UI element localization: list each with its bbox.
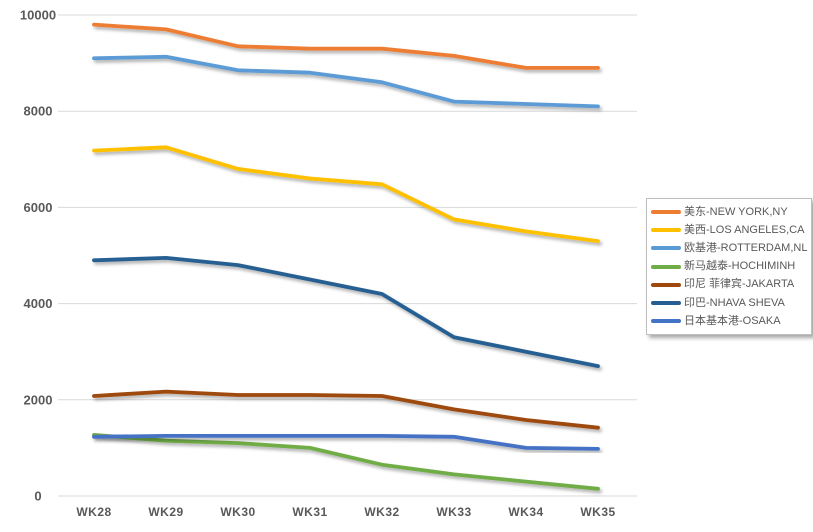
legend-line-swatch: [651, 282, 681, 287]
y-tick-label: 4000: [24, 296, 53, 311]
x-category-label: WK33: [436, 505, 471, 519]
legend-label: 印尼 菲律宾-JAKARTA: [684, 278, 795, 291]
legend-line-swatch: [651, 228, 681, 233]
legend-line-swatch: [651, 264, 681, 269]
series-line: [92, 432, 600, 491]
legend: 美东-NEW YORK,NY 美西-LOS ANGELES,CA 欧基港-ROTTE…: [646, 198, 812, 336]
legend-line-swatch: [651, 210, 681, 215]
legend-item: 日本基本港-OSAKA: [651, 312, 806, 330]
legend-line-swatch: [651, 246, 681, 251]
legend-item: 印尼 菲律宾-JAKARTA: [651, 276, 806, 294]
legend-label: 美东-NEW YORK,NY: [684, 205, 788, 218]
legend-item: 美东-NEW YORK,NY: [651, 203, 806, 221]
y-tick-label: 2000: [24, 392, 53, 407]
x-category-label: WK28: [76, 505, 111, 519]
legend-label: 印巴-NHAVA SHEVA: [684, 296, 785, 309]
series-line: [92, 145, 600, 244]
y-tick-label: 0: [34, 489, 41, 504]
y-tick-label: 8000: [24, 104, 53, 119]
legend-label: 日本基本港-OSAKA: [684, 314, 781, 327]
x-category-label: WK29: [148, 505, 183, 519]
x-category-label: WK35: [580, 505, 615, 519]
legend-item: 欧基港-ROTTERDAM,NL: [651, 239, 808, 257]
legend-label: 新马越泰-HOCHIMINH: [684, 260, 796, 273]
legend-label: 欧基港-ROTTERDAM,NL: [684, 241, 808, 254]
legend-item: 美西-LOS ANGELES,CA: [651, 221, 806, 239]
x-category-label: WK30: [220, 505, 255, 519]
series-line: [92, 255, 600, 369]
legend-item: 印巴-NHAVA SHEVA: [651, 294, 806, 312]
legend-line-swatch: [651, 301, 681, 306]
series-line: [92, 433, 600, 451]
y-tick-label: 6000: [24, 200, 53, 215]
x-category-label: WK31: [292, 505, 327, 519]
series-line: [92, 22, 600, 70]
legend-label: 美西-LOS ANGELES,CA: [684, 223, 805, 236]
legend-line-swatch: [651, 319, 681, 324]
legend-item: 新马越泰-HOCHIMINH: [651, 258, 806, 276]
x-category-label: WK34: [508, 505, 543, 519]
series-line: [92, 389, 600, 430]
series-line: [92, 54, 600, 109]
x-category-label: WK32: [364, 505, 399, 519]
y-tick-label: 10000: [20, 8, 56, 23]
